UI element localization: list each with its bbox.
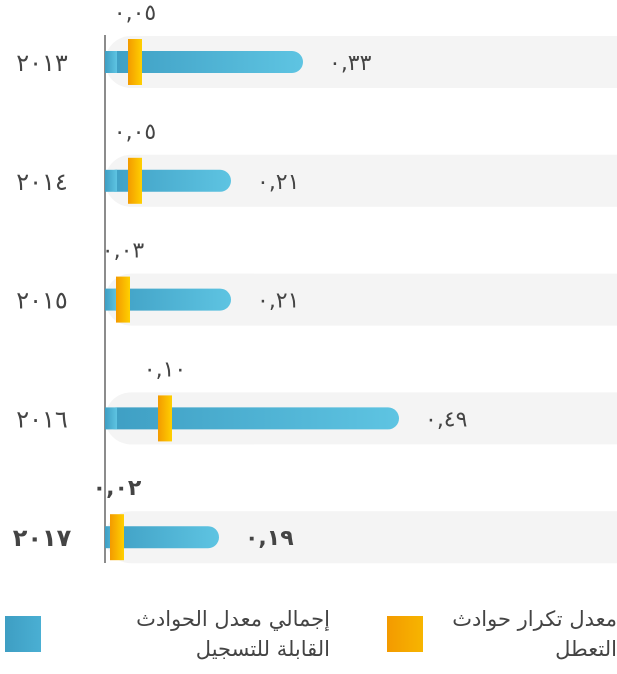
- marker: [128, 157, 142, 204]
- track: [105, 511, 617, 564]
- marker: [116, 276, 130, 323]
- marker: [128, 39, 142, 85]
- category-label: ٢٠١٧: [13, 524, 72, 552]
- track: [105, 154, 617, 207]
- legend-swatch: [5, 616, 41, 652]
- legend-item: إجمالي معدل الحوادث القابلة للتسجيل: [5, 604, 330, 664]
- bar-base: [105, 51, 117, 73]
- bar-base: [105, 169, 117, 192]
- track: [105, 273, 617, 326]
- value-label: ٠,٤٩: [425, 407, 467, 432]
- marker-label: ٠,٠٥: [114, 120, 156, 145]
- legend-swatch: [387, 616, 423, 652]
- legend-label: معدل تكرار حوادث التعطل: [452, 607, 617, 661]
- bar-base: [105, 407, 117, 430]
- track: [105, 36, 617, 88]
- bar: [105, 169, 231, 192]
- category-label: ٢٠١٥: [16, 287, 68, 315]
- value-label: ٠,١٩: [245, 526, 294, 551]
- value-label: ٠,٢١: [257, 289, 299, 314]
- marker: [110, 514, 124, 561]
- category-label: ٢٠١٣: [16, 49, 68, 77]
- value-label: ٠,٣٣: [329, 51, 372, 76]
- marker-label: ٠,١٠: [144, 357, 186, 382]
- bar: [105, 407, 399, 430]
- value-label: ٠,٢١: [257, 170, 299, 195]
- bar: [105, 288, 231, 311]
- bar-base: [105, 288, 117, 311]
- bar: [105, 51, 303, 73]
- legend-label: إجمالي معدل الحوادث القابلة للتسجيل: [136, 607, 330, 661]
- category-label: ٢٠١٤: [16, 168, 68, 196]
- category-label: ٢٠١٦: [16, 405, 68, 433]
- marker: [158, 395, 172, 442]
- marker-label: ٠,٠٢: [93, 476, 142, 501]
- chart: ٢٠١٣ ٠,٣٣ ٠,٠٥ ٢٠١٤ ٠,٢١ ٠,٠٥ ٢٠١٥ ٠,٢١ ٠,٠٣ ٢٠١٦…: [13, 1, 617, 564]
- bar: [105, 526, 219, 549]
- marker-label: ٠,٠٣: [102, 239, 145, 264]
- marker-label: ٠,٠٥: [114, 1, 156, 26]
- legend-item: معدل تكرار حوادث التعطل: [387, 604, 617, 664]
